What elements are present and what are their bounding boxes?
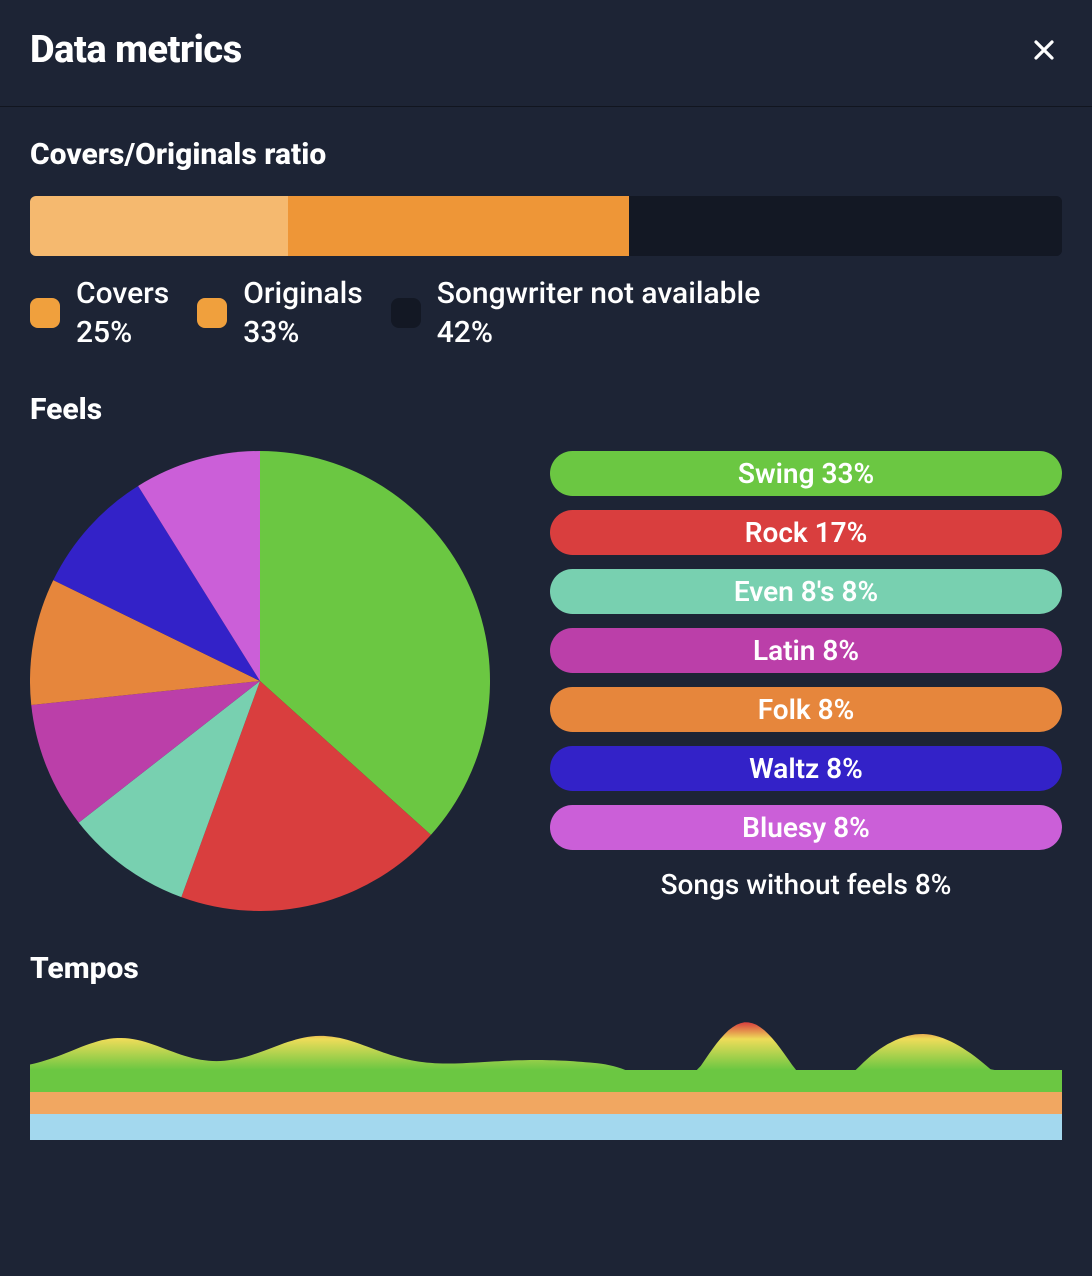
feels-pill: Waltz 8% <box>550 746 1062 791</box>
feels-pill: Folk 8% <box>550 687 1062 732</box>
tempo-curve <box>30 1022 1062 1070</box>
tempo-layer <box>30 1114 1062 1140</box>
legend-text: Songwriter not available42% <box>437 274 761 352</box>
tempo-layer <box>30 1092 1062 1114</box>
feels-pill: Bluesy 8% <box>550 805 1062 850</box>
feels-pie <box>30 451 490 911</box>
header: Data metrics <box>0 0 1092 107</box>
page-title: Data metrics <box>30 28 242 72</box>
legend-swatch <box>197 298 227 328</box>
ratio-legend: Covers25% Originals33% Songwriter not avai… <box>30 274 1062 352</box>
legend-pct: 25% <box>76 313 169 352</box>
tempos-title: Tempos <box>30 951 1062 986</box>
legend-pct: 33% <box>243 313 363 352</box>
legend-text: Originals33% <box>243 274 363 352</box>
ratio-legend-item: Covers25% <box>30 274 169 352</box>
songs-without-feels: Songs without feels 8% <box>550 868 1062 901</box>
legend-swatch <box>30 298 60 328</box>
ratio-segment <box>288 196 629 256</box>
feels-legend: Swing 33% Rock 17% Even 8's 8% Latin 8% Folk… <box>550 451 1062 901</box>
feels-pill: Rock 17% <box>550 510 1062 555</box>
legend-pct: 42% <box>437 313 761 352</box>
feels-row: Swing 33% Rock 17% Even 8's 8% Latin 8% Folk… <box>30 451 1062 911</box>
feels-pill: Even 8's 8% <box>550 569 1062 614</box>
legend-label: Covers <box>76 274 169 313</box>
close-icon <box>1032 38 1056 62</box>
feels-pill: Swing 33% <box>550 451 1062 496</box>
feels-pill: Latin 8% <box>550 628 1062 673</box>
legend-label: Originals <box>243 274 363 313</box>
legend-swatch <box>391 298 421 328</box>
ratio-legend-item: Originals33% <box>197 274 363 352</box>
content: Covers/Originals ratio Covers25% Original… <box>0 107 1092 1140</box>
ratio-segment <box>30 196 288 256</box>
legend-text: Covers25% <box>76 274 169 352</box>
ratio-title: Covers/Originals ratio <box>30 137 1062 172</box>
ratio-legend-item: Songwriter not available42% <box>391 274 761 352</box>
feels-title: Feels <box>30 392 1062 427</box>
tempos-chart <box>30 1010 1062 1140</box>
legend-label: Songwriter not available <box>437 274 761 313</box>
ratio-segment <box>629 196 1062 256</box>
close-button[interactable] <box>1026 32 1062 68</box>
tempo-layer <box>30 1070 1062 1092</box>
ratio-bar <box>30 196 1062 256</box>
